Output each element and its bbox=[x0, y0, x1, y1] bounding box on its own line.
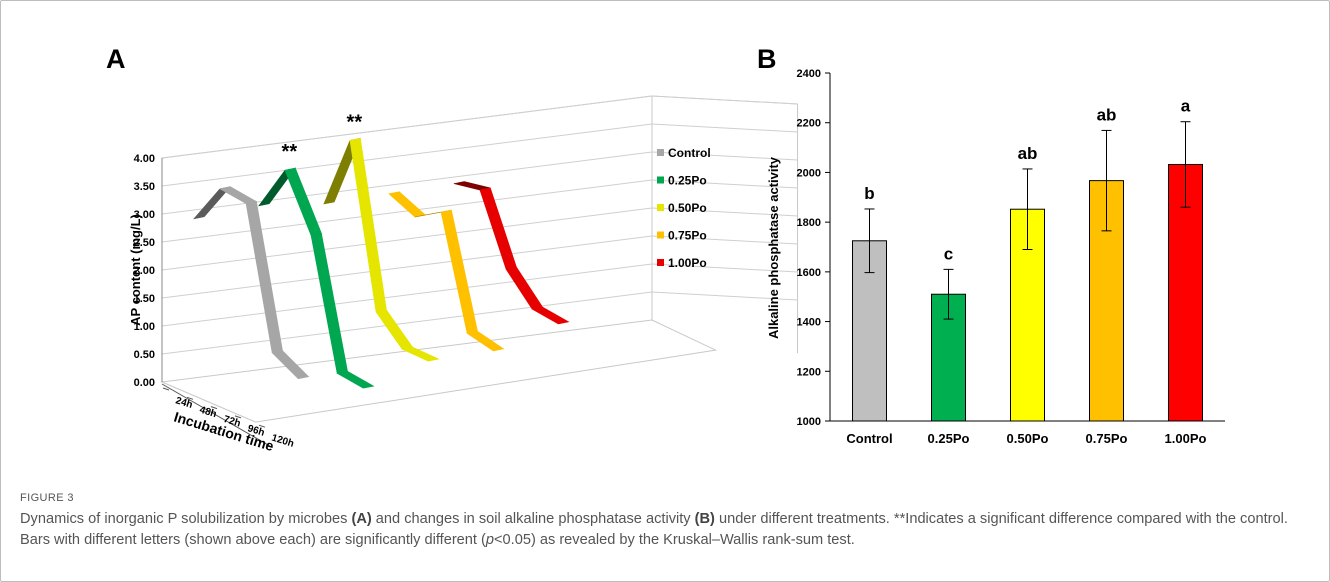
y-tick-label: 1.50 bbox=[134, 293, 155, 305]
figure-label: FIGURE 3 bbox=[20, 492, 74, 504]
series-0-50po: ** bbox=[323, 111, 440, 362]
back-gridline bbox=[651, 291, 798, 301]
ribbon-segment bbox=[466, 330, 505, 352]
caption-text-1: Dynamics of inorganic P solubilization b… bbox=[20, 511, 352, 527]
ribbon-segment bbox=[375, 309, 414, 350]
x-tick bbox=[186, 396, 194, 400]
panel-label-a: A bbox=[106, 44, 126, 74]
x-axis-line bbox=[161, 383, 273, 448]
x-tick-label: 1.00Po bbox=[1165, 431, 1207, 446]
x-tick-label: 48h bbox=[198, 405, 218, 421]
significance-marker: ** bbox=[347, 111, 363, 133]
y-tick-label: 1.00 bbox=[134, 321, 155, 333]
figure-caption: Dynamics of inorganic P solubilization b… bbox=[20, 509, 1310, 551]
x-tick-label: 72h bbox=[222, 414, 242, 430]
back-gridline bbox=[651, 151, 798, 161]
x-tick-label: 96h bbox=[246, 423, 266, 439]
x-tick-label: 0.75Po bbox=[1086, 431, 1128, 446]
side-gridline bbox=[161, 235, 653, 299]
y-tick-label: 2.50 bbox=[134, 237, 155, 249]
legend-label: 0.75Po bbox=[668, 229, 707, 243]
series-0-75po bbox=[388, 191, 505, 352]
y-tick-label: 3.00 bbox=[134, 209, 155, 221]
y-tick-label: 1200 bbox=[797, 366, 821, 378]
x-tick bbox=[210, 406, 218, 410]
y-tick-label: 1600 bbox=[797, 267, 821, 279]
y-axis-title: AP content (mg/L) bbox=[128, 214, 143, 326]
side-gridline bbox=[161, 95, 653, 159]
y-tick-label: 1400 bbox=[797, 317, 821, 329]
ribbon-segment bbox=[531, 306, 570, 325]
caption-p-symbol: p bbox=[485, 532, 495, 548]
y-tick-label: 2.00 bbox=[134, 265, 155, 277]
x-tick-label: 0.25Po bbox=[928, 431, 970, 446]
series-1-00po bbox=[453, 181, 570, 325]
x-tick-label: 0.50Po bbox=[1007, 431, 1049, 446]
significance-letter: a bbox=[1181, 97, 1191, 116]
figure-3-charts: A B 0.00 0.50 1.00 1.50 2.00 2.50 3.00 3.50 4.00… bbox=[106, 44, 1225, 454]
legend-swatch bbox=[657, 259, 664, 266]
y-tick-label: 2400 bbox=[797, 68, 821, 80]
legend-swatch bbox=[657, 149, 664, 156]
panel-label-b: B bbox=[757, 44, 777, 74]
back-gridline bbox=[651, 179, 798, 189]
caption-text-3: under different treatments. **Indicates … bbox=[20, 511, 1288, 548]
y-tick-label: 0.50 bbox=[134, 349, 155, 361]
legend-label: 0.25Po bbox=[668, 174, 707, 188]
significance-letter: ab bbox=[1018, 144, 1038, 163]
ribbon-segment bbox=[388, 191, 426, 218]
side-gridline bbox=[161, 179, 653, 243]
side-gridline bbox=[161, 263, 653, 327]
back-gridline bbox=[651, 263, 798, 273]
significance-letter: ab bbox=[1097, 105, 1117, 124]
y-tick-label: 2200 bbox=[797, 118, 821, 130]
x-tick bbox=[234, 415, 242, 419]
y-tick-label: 2000 bbox=[797, 167, 821, 179]
ribbon-segment bbox=[219, 186, 258, 204]
y-tick-label: 0.00 bbox=[134, 377, 155, 389]
panel-b-bar-chart: 1000 1200 1400 1600 1800 2000 2200 2400 Alkaline… bbox=[766, 68, 1225, 446]
ribbon-segment bbox=[245, 201, 283, 354]
x-tick bbox=[258, 424, 266, 428]
significance-letter: c bbox=[944, 244, 953, 263]
side-gridline bbox=[161, 291, 653, 355]
legend-label: 0.50Po bbox=[668, 201, 707, 215]
caption-ref-a: (A) bbox=[351, 511, 372, 527]
side-gridline bbox=[161, 151, 653, 215]
caption-text-4: <0.05) as revealed by the Kruskal–Wallis… bbox=[494, 532, 855, 548]
side-gridline bbox=[161, 207, 653, 271]
legend-swatch bbox=[657, 176, 664, 184]
y-tick-label: 1800 bbox=[797, 217, 821, 229]
legend-swatch bbox=[657, 204, 664, 211]
series-0-25po: ** bbox=[258, 141, 375, 389]
caption-ref-b: (B) bbox=[694, 511, 715, 527]
x-tick bbox=[162, 387, 170, 391]
legend-label: Control bbox=[668, 146, 711, 160]
floor-frame bbox=[160, 319, 718, 423]
back-gridline bbox=[651, 235, 798, 245]
ribbon-segment bbox=[271, 350, 310, 380]
back-gridline bbox=[651, 95, 798, 105]
y-tick-label: 3.50 bbox=[134, 181, 155, 193]
legend-label: 1.00Po bbox=[668, 256, 707, 270]
significance-marker: ** bbox=[282, 141, 298, 163]
ribbon-segment bbox=[336, 370, 375, 389]
y-tick-label: 1000 bbox=[797, 416, 821, 428]
legend-swatch bbox=[657, 231, 664, 239]
significance-letter: b bbox=[864, 184, 874, 203]
caption-text-2: and changes in soil alkaline phosphatase… bbox=[371, 511, 695, 527]
x-tick-label: 24h bbox=[174, 395, 194, 411]
back-gridline bbox=[651, 123, 798, 133]
panel-a-ribbon-chart: 0.00 0.50 1.00 1.50 2.00 2.50 3.00 3.50 4.00 AP c… bbox=[128, 95, 799, 454]
series-control bbox=[193, 186, 310, 380]
ribbon-segment bbox=[505, 266, 544, 310]
back-gridline bbox=[651, 207, 798, 217]
side-gridline bbox=[161, 123, 653, 187]
ribbon-segment bbox=[349, 137, 387, 313]
ribbon-segment bbox=[440, 209, 478, 334]
ribbon-segment bbox=[401, 346, 440, 362]
y-tick-label: 4.00 bbox=[134, 153, 155, 165]
x-tick-label: Control bbox=[846, 431, 892, 446]
y-axis-title: Alkaline phosphatase activity bbox=[766, 156, 781, 339]
